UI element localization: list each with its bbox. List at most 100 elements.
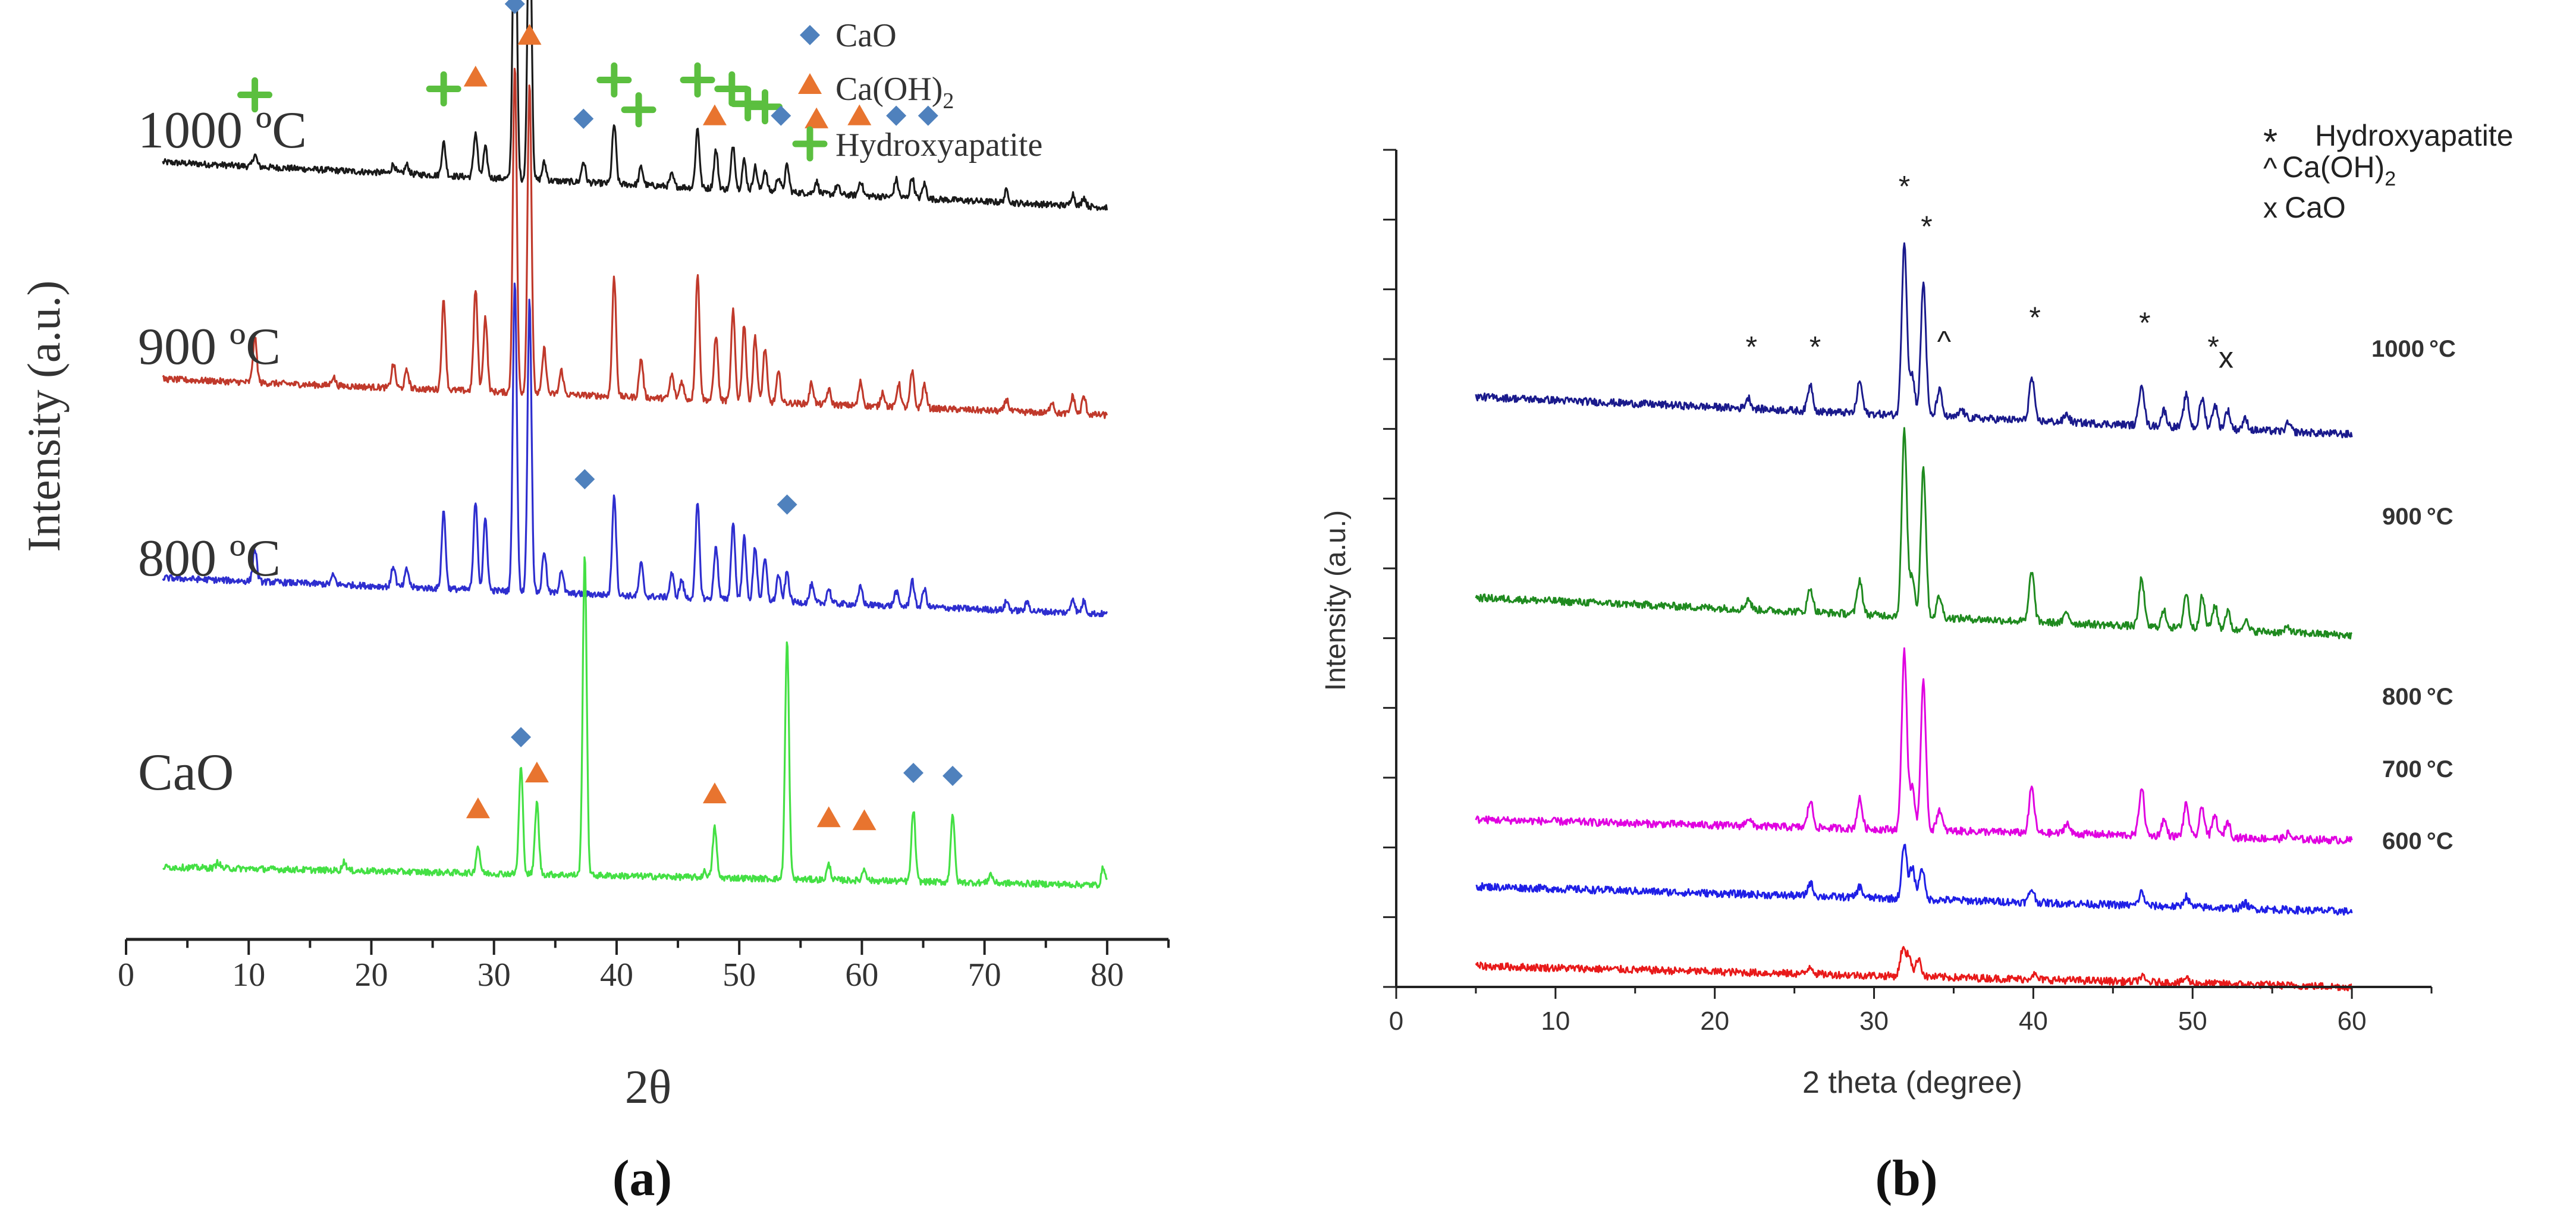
x-tick-label-50: 50: [722, 957, 756, 993]
legend-item-cao: CaO: [800, 17, 897, 54]
cao-marker-diamond-icon: [771, 105, 791, 126]
cao-marker-diamond-icon: [573, 108, 594, 129]
panel-a-y-axis-label: Intensity (a.u.): [18, 280, 70, 552]
series-line-900c: [162, 68, 1108, 419]
x-tick-label-80: 80: [1091, 957, 1124, 993]
asterisk-icon: *: [2263, 122, 2277, 163]
x-tick-label-10: 10: [1541, 1007, 1570, 1036]
x-tick-label-30: 30: [477, 957, 511, 993]
x-tick-label-60: 60: [2338, 1007, 2367, 1036]
hydroxyapatite-marker-asterisk: *: [1921, 210, 1932, 243]
panel-b-series-label-900-unit: °C: [2427, 504, 2454, 530]
legend-item-hydroxyapatite: * Hydroxyapatite: [2263, 119, 2514, 163]
hydroxyapatite-marker-asterisk: *: [1899, 169, 1910, 203]
panel-b-series-label-1000-value: 1000: [2371, 336, 2424, 362]
panel-b-phase-markers: * ***^* ** x: [1746, 169, 2233, 374]
panel-b-label: (b): [1875, 1149, 1937, 1206]
panel-a-series-label-800: 800 ºC: [138, 530, 281, 587]
cao-marker-diamond-icon: [903, 763, 924, 784]
x-tick-label-0: 0: [1389, 1007, 1403, 1036]
legend-label-caoh2: Ca(OH)2: [835, 71, 954, 114]
legend-label-caoh2-subscript: 2: [2385, 168, 2396, 190]
legend-item-caoh2: ^ Ca(OH)2: [2263, 150, 2396, 190]
panel-b-series-label-1000: 1000 °C: [2371, 336, 2456, 362]
hydroxyapatite-marker-asterisk: *: [2139, 306, 2150, 339]
series-line-600c: [1475, 946, 2352, 992]
legend-label-cao: CaO: [835, 17, 897, 54]
legend-label-caoh2-text: Ca(OH): [835, 71, 943, 108]
caoh2-marker-triangle-icon: [805, 107, 829, 128]
cao-marker-diamond-icon: [918, 105, 938, 126]
hydroxyapatite-marker-plus-icon: [747, 89, 783, 125]
series-line-1000c: [1475, 242, 2353, 439]
legend-label-cao: CaO: [2285, 191, 2346, 224]
panel-b-spectra: [1475, 242, 2353, 992]
x-tick-label-30: 30: [1859, 1007, 1889, 1036]
panel-a-spectra: [162, 0, 1108, 889]
panel-b-series-label-600-value: 600: [2382, 828, 2422, 854]
legend-item-cao: x CaO: [2263, 191, 2346, 224]
caoh2-marker-caret: ^: [1937, 325, 1952, 359]
panel-a-series-label-1000: 1000 ºC: [138, 102, 307, 159]
panel-a-x-ticks: 0 10 20 30 40 50 60 70 80: [118, 939, 1170, 993]
panel-a-x-axis-label: 2θ: [625, 1061, 671, 1114]
hydroxyapatite-marker-asterisk: *: [2207, 331, 2219, 364]
cao-marker-diamond-icon: [777, 494, 797, 515]
legend-item-hydroxyapatite: Hydroxyapatite: [792, 126, 1042, 163]
legend-label-caoh2: Ca(OH)2: [2282, 150, 2396, 190]
caoh2-marker-triangle-icon: [466, 797, 490, 819]
cao-marker-diamond-icon: [511, 727, 532, 747]
legend-label-hydroxyapatite: Hydroxyapatite: [835, 127, 1042, 163]
series-line-900c: [1475, 427, 2353, 640]
x-tick-label-20: 20: [354, 957, 388, 993]
series-line-700c: [1475, 844, 2353, 916]
hydroxyapatite-marker-plus-icon: [680, 62, 715, 98]
panel-b-series-label-1000-unit: °C: [2429, 336, 2456, 362]
x-tick-label-70: 70: [968, 957, 1001, 993]
panel-a-phase-markers: [237, 0, 963, 831]
x-tick-label-20: 20: [1700, 1007, 1729, 1036]
series-line-cao: [162, 556, 1108, 889]
caoh2-marker-triangle-icon: [524, 762, 549, 783]
cross-icon: x: [2263, 193, 2277, 224]
hydroxyapatite-marker-plus-icon: [621, 92, 656, 128]
panel-b-series-labels: 1000 °C 900 °C 800 °C 700 °C 600 °C: [2371, 336, 2456, 854]
x-tick-label-0: 0: [118, 957, 134, 993]
panel-b-series-label-800-unit: °C: [2427, 684, 2454, 710]
x-tick-label-40: 40: [600, 957, 633, 993]
x-tick-label-50: 50: [2178, 1007, 2207, 1036]
plus-icon: [792, 126, 828, 162]
panel-b-y-ticks: [1383, 149, 1396, 988]
series-line-1000c: [162, 0, 1108, 211]
hydroxyapatite-marker-plus-icon: [426, 71, 461, 107]
series-line-800c: [1475, 647, 2353, 845]
panel-b-series-label-800-value: 800: [2382, 684, 2422, 710]
caoh2-marker-triangle-icon: [517, 24, 542, 45]
panel-a-series-label-cao: CaO: [138, 744, 234, 801]
panel-b-series-label-700-unit: °C: [2427, 756, 2454, 782]
caoh2-marker-triangle-icon: [702, 782, 727, 804]
panel-b-series-label-700: 700 °C: [2382, 756, 2454, 782]
caoh2-marker-triangle-icon: [847, 104, 872, 125]
panel-a-legend: CaO Ca(OH)2 Hydroxyapatite: [792, 17, 1042, 163]
legend-label-hydroxyapatite: Hydroxyapatite: [2315, 119, 2514, 152]
panel-b-series-label-600: 600 °C: [2382, 828, 2454, 854]
x-tick-label-10: 10: [232, 957, 265, 993]
panel-b-series-label-900: 900 °C: [2382, 504, 2454, 530]
hydroxyapatite-marker-asterisk: *: [1746, 331, 1757, 364]
panel-a-series-labels: 1000 ºC 900 ºC 800 ºC CaO: [138, 102, 307, 801]
panel-b-legend: * Hydroxyapatite ^ Ca(OH)2 x CaO: [2263, 119, 2514, 224]
caoh2-marker-triangle-icon: [702, 104, 727, 125]
cao-marker-diamond-icon: [886, 105, 907, 126]
panel-b-y-axis-label: Intensity (a.u.): [1320, 510, 1352, 691]
cao-marker-cross: x: [2219, 341, 2233, 375]
panel-b-x-ticks: 0 10 20 30 40 50 60: [1389, 987, 2433, 1036]
x-tick-label-40: 40: [2019, 1007, 2048, 1036]
panel-a-label: (a): [612, 1149, 672, 1206]
caoh2-marker-triangle-icon: [816, 806, 841, 828]
cao-marker-diamond-icon: [943, 766, 963, 787]
cao-marker-diamond-icon: [504, 0, 525, 14]
panel-b: * ***^* ** x 0 10 20 30 40 50 60 Intensity (a.u.)…: [1320, 119, 2514, 1206]
panel-b-series-label-900-value: 900: [2382, 504, 2422, 530]
